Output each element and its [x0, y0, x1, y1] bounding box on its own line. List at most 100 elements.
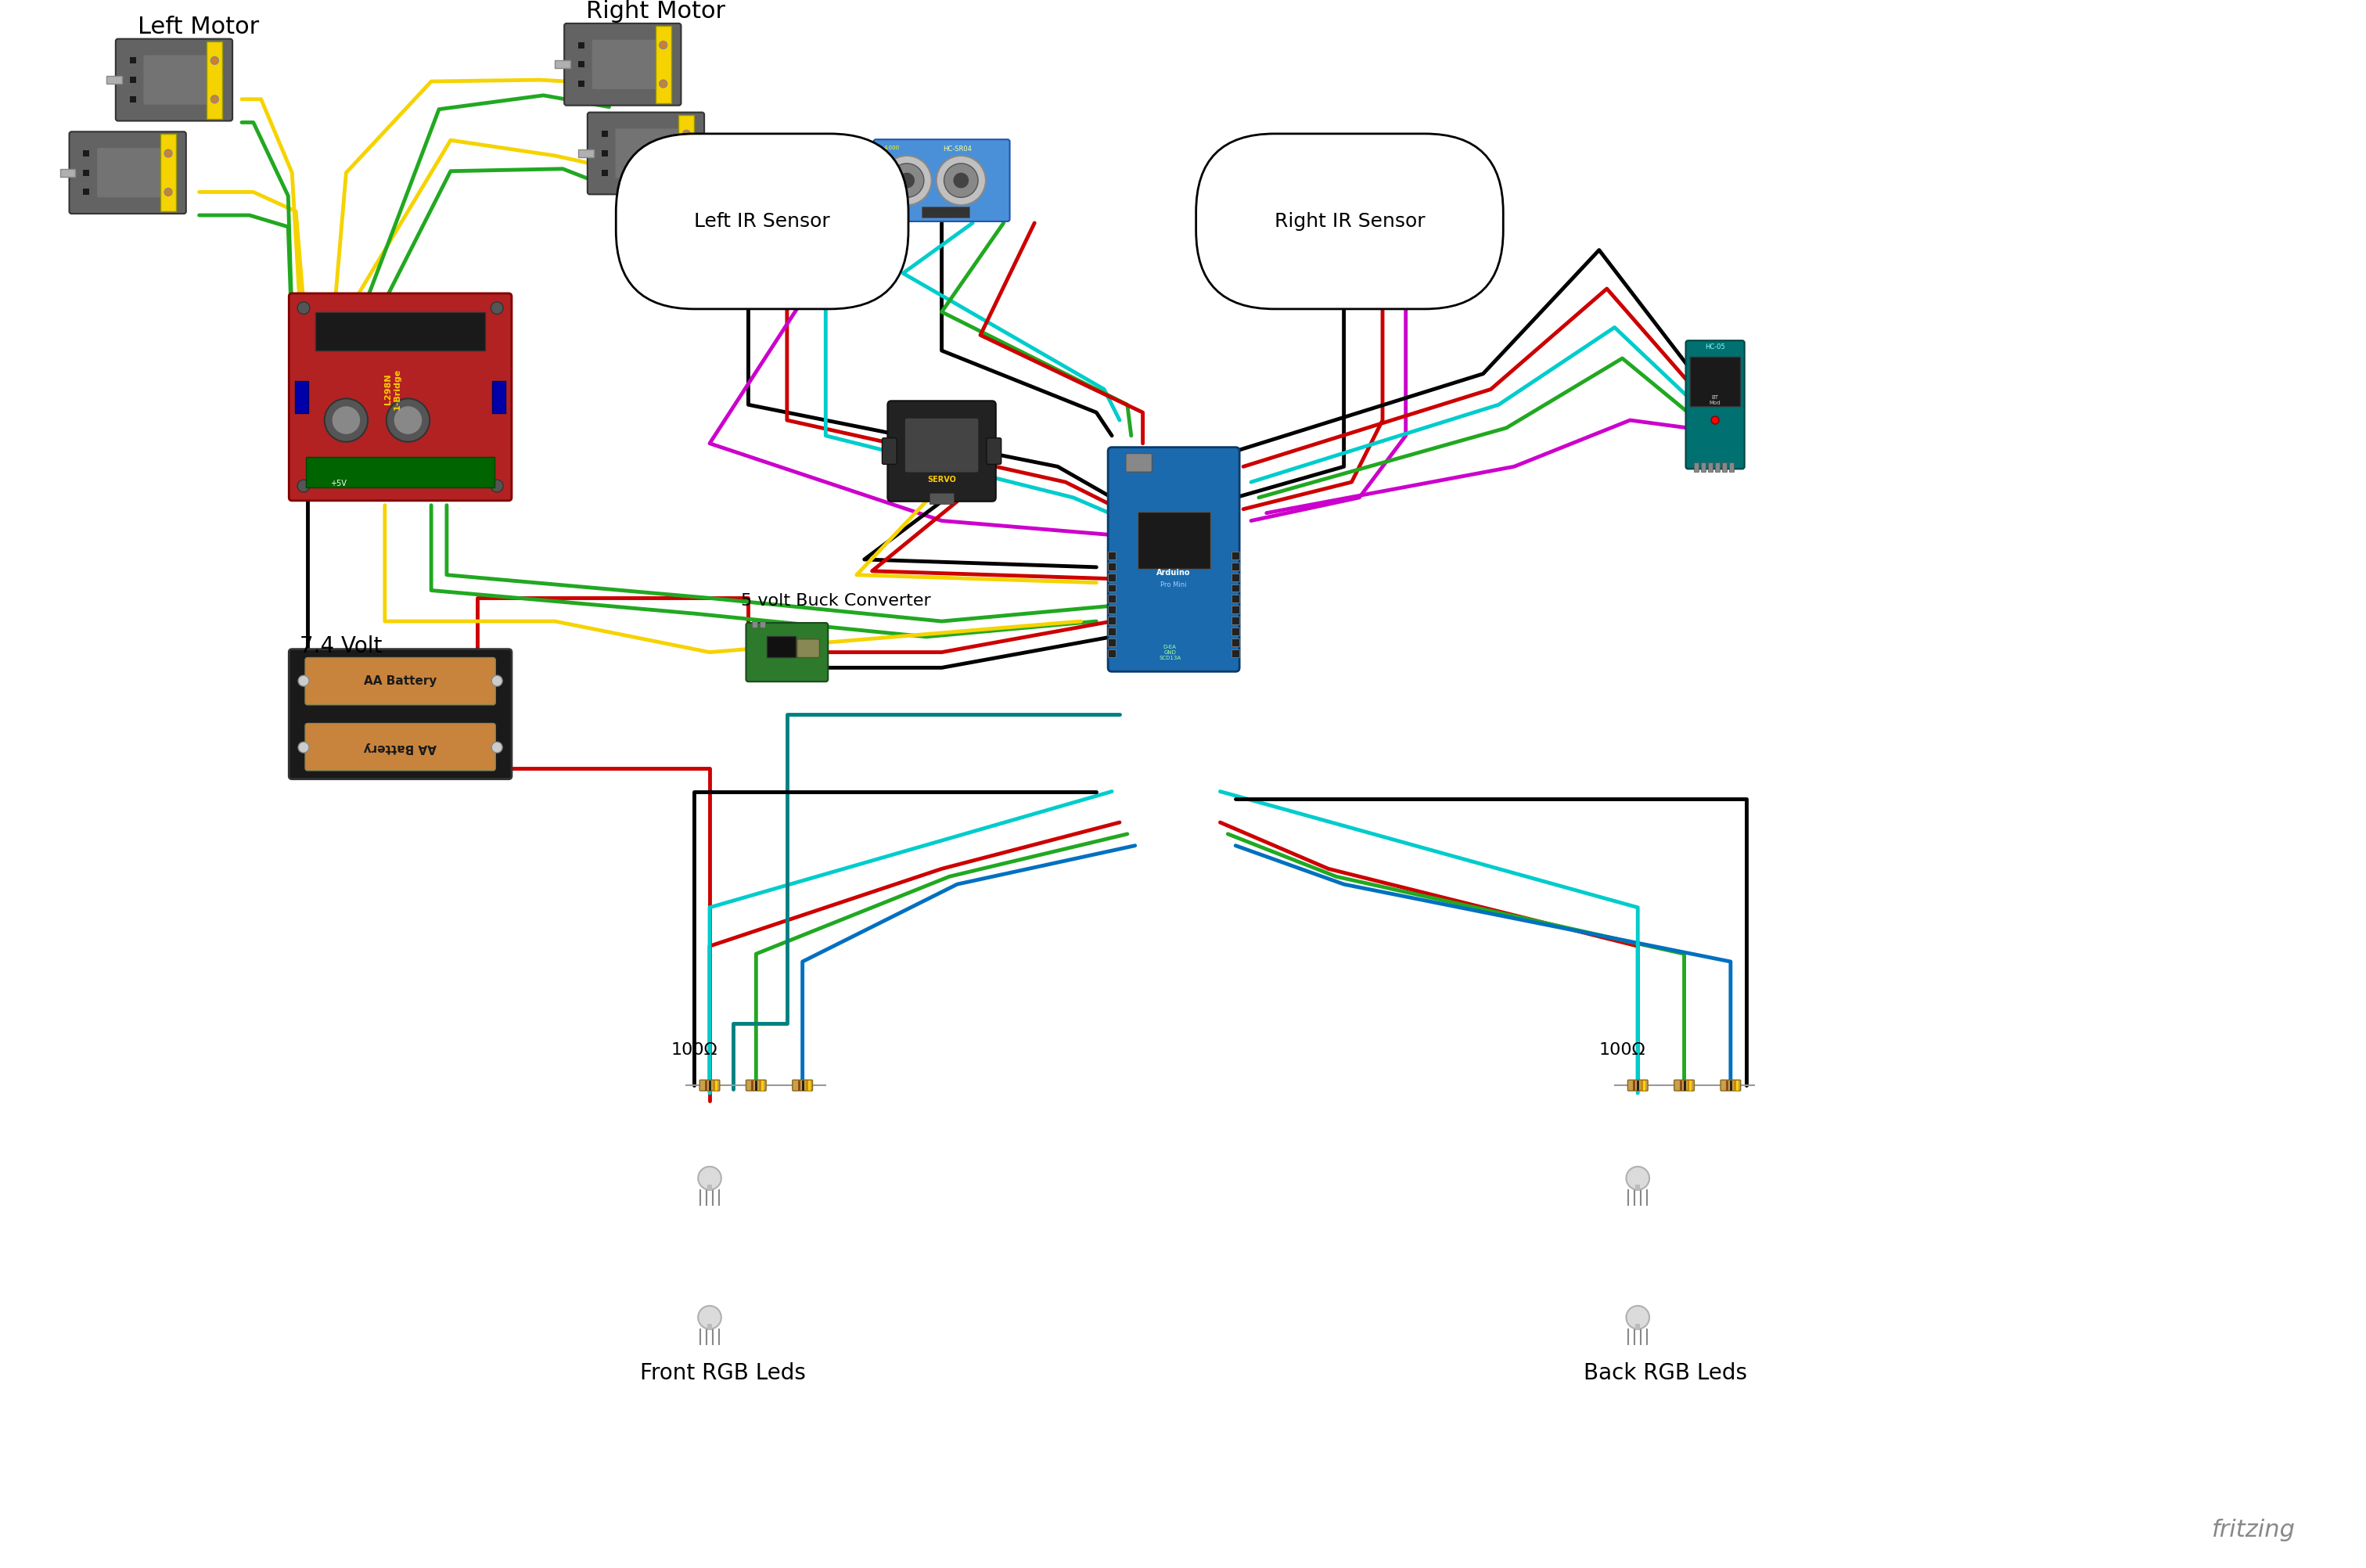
Circle shape	[1625, 1306, 1649, 1330]
FancyBboxPatch shape	[83, 188, 90, 194]
Circle shape	[890, 163, 923, 198]
FancyBboxPatch shape	[1689, 358, 1739, 406]
FancyBboxPatch shape	[1233, 563, 1240, 571]
FancyBboxPatch shape	[1720, 1080, 1741, 1091]
FancyBboxPatch shape	[1233, 616, 1240, 624]
FancyBboxPatch shape	[1107, 563, 1117, 571]
Text: Right Motor: Right Motor	[587, 0, 726, 22]
FancyBboxPatch shape	[106, 75, 123, 83]
FancyBboxPatch shape	[1628, 1080, 1647, 1091]
Text: AA Battery: AA Battery	[364, 742, 438, 753]
FancyBboxPatch shape	[759, 621, 764, 627]
Text: AA Battery: AA Battery	[364, 674, 438, 687]
FancyBboxPatch shape	[601, 169, 608, 176]
FancyBboxPatch shape	[556, 61, 570, 69]
FancyBboxPatch shape	[873, 140, 1010, 221]
Text: 7.4 Volt: 7.4 Volt	[300, 635, 383, 657]
Circle shape	[298, 742, 310, 753]
FancyBboxPatch shape	[601, 130, 608, 136]
FancyBboxPatch shape	[700, 1080, 719, 1091]
Circle shape	[490, 303, 504, 314]
FancyBboxPatch shape	[1730, 463, 1734, 472]
FancyBboxPatch shape	[1323, 245, 1327, 251]
FancyBboxPatch shape	[767, 637, 795, 657]
Text: 100Ω: 100Ω	[672, 1041, 717, 1057]
FancyBboxPatch shape	[97, 147, 166, 198]
FancyBboxPatch shape	[1126, 453, 1152, 472]
FancyBboxPatch shape	[1107, 605, 1117, 613]
Circle shape	[684, 130, 691, 138]
FancyBboxPatch shape	[130, 77, 135, 83]
Text: fritzing: fritzing	[2212, 1519, 2295, 1541]
Circle shape	[1711, 417, 1720, 423]
FancyBboxPatch shape	[1233, 627, 1240, 635]
FancyBboxPatch shape	[1107, 616, 1117, 624]
FancyBboxPatch shape	[305, 657, 494, 706]
Circle shape	[490, 480, 504, 492]
FancyBboxPatch shape	[1342, 245, 1346, 251]
FancyBboxPatch shape	[1233, 649, 1240, 657]
Circle shape	[298, 303, 310, 314]
FancyBboxPatch shape	[577, 80, 584, 86]
FancyBboxPatch shape	[1635, 1323, 1640, 1330]
FancyBboxPatch shape	[1107, 552, 1117, 560]
Text: HC-05: HC-05	[1706, 343, 1725, 351]
FancyBboxPatch shape	[1313, 245, 1320, 251]
Circle shape	[1339, 263, 1358, 282]
Text: Back RGB Leds: Back RGB Leds	[1583, 1363, 1746, 1385]
Circle shape	[883, 155, 932, 205]
FancyBboxPatch shape	[904, 419, 980, 474]
Text: Left Motor: Left Motor	[137, 16, 258, 38]
Circle shape	[1625, 1167, 1649, 1190]
FancyBboxPatch shape	[1138, 511, 1209, 569]
FancyBboxPatch shape	[1107, 627, 1117, 635]
Circle shape	[660, 41, 667, 49]
Circle shape	[1332, 257, 1363, 289]
FancyBboxPatch shape	[577, 61, 584, 67]
FancyBboxPatch shape	[492, 381, 506, 414]
Text: 100Ω: 100Ω	[1599, 1041, 1647, 1057]
FancyBboxPatch shape	[1233, 605, 1240, 613]
FancyBboxPatch shape	[1675, 1080, 1694, 1091]
FancyBboxPatch shape	[762, 245, 767, 251]
Circle shape	[660, 80, 667, 88]
Text: L298N
1-Bridge: L298N 1-Bridge	[383, 368, 400, 411]
FancyBboxPatch shape	[83, 151, 90, 157]
FancyBboxPatch shape	[677, 248, 821, 299]
Text: 4.000: 4.000	[883, 146, 899, 151]
Circle shape	[324, 398, 367, 442]
FancyBboxPatch shape	[289, 293, 511, 500]
FancyBboxPatch shape	[1701, 463, 1706, 472]
FancyBboxPatch shape	[305, 458, 494, 488]
Circle shape	[331, 406, 360, 434]
FancyBboxPatch shape	[655, 25, 672, 103]
Text: Left IR Sensor: Left IR Sensor	[693, 212, 830, 230]
Circle shape	[163, 188, 173, 196]
Circle shape	[211, 56, 218, 64]
Circle shape	[386, 398, 431, 442]
FancyBboxPatch shape	[1107, 447, 1240, 671]
FancyBboxPatch shape	[130, 96, 135, 102]
FancyBboxPatch shape	[1233, 594, 1240, 602]
FancyBboxPatch shape	[59, 169, 76, 177]
FancyBboxPatch shape	[161, 133, 175, 212]
FancyBboxPatch shape	[769, 245, 776, 251]
Text: Arduino: Arduino	[1157, 569, 1190, 577]
FancyBboxPatch shape	[315, 312, 485, 351]
FancyBboxPatch shape	[1233, 552, 1240, 560]
FancyBboxPatch shape	[745, 1080, 767, 1091]
FancyBboxPatch shape	[130, 58, 135, 64]
Circle shape	[698, 1306, 722, 1330]
FancyBboxPatch shape	[615, 129, 684, 179]
FancyBboxPatch shape	[1694, 463, 1699, 472]
Circle shape	[899, 172, 916, 188]
FancyBboxPatch shape	[1332, 245, 1337, 251]
Text: 5 volt Buck Converter: 5 volt Buck Converter	[741, 593, 930, 608]
Text: Front RGB Leds: Front RGB Leds	[641, 1363, 807, 1385]
FancyBboxPatch shape	[1715, 463, 1720, 472]
Circle shape	[684, 169, 691, 177]
Circle shape	[395, 406, 421, 434]
Circle shape	[752, 257, 783, 289]
Circle shape	[937, 155, 987, 205]
FancyBboxPatch shape	[923, 207, 970, 218]
